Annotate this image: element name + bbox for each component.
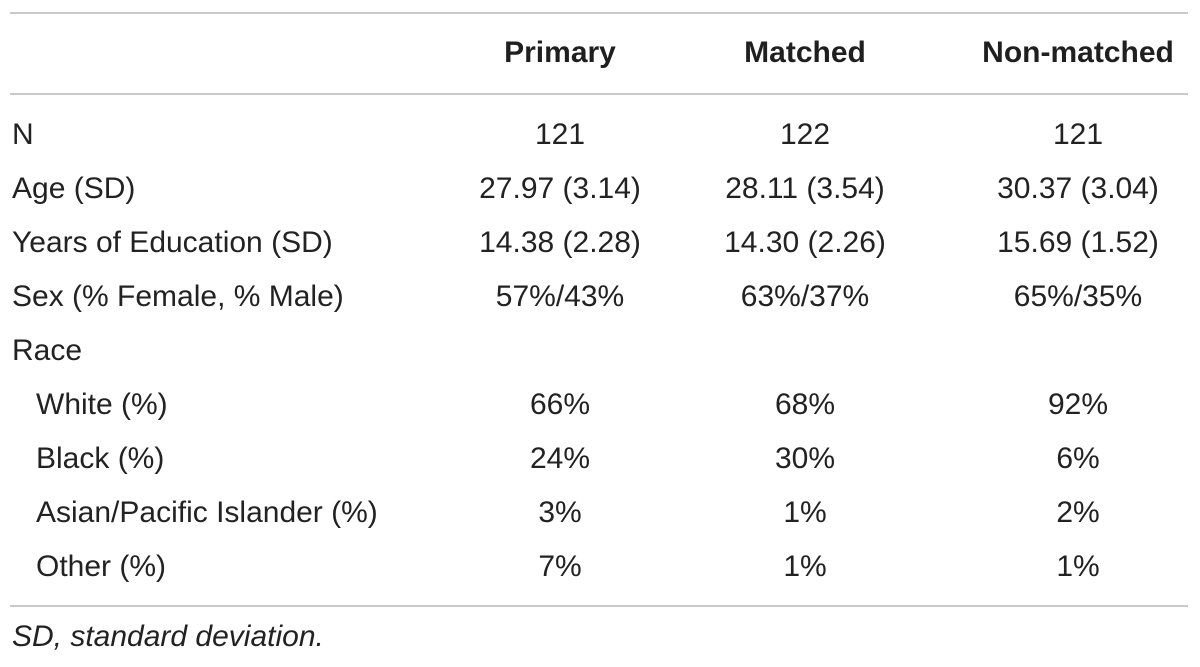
cell-non-matched: 30.37 (3.04): [997, 172, 1159, 205]
cell-primary: 57%/43%: [495, 280, 625, 313]
cell-non-matched: 2%: [1056, 496, 1100, 529]
header-matched: Matched: [744, 36, 866, 69]
table-body: N 121 122 121 Age (SD) 27.97 (3.14) 28.11 (3.5…: [0, 108, 1200, 594]
table-row: Other (%) 7% 1% 1%: [0, 540, 1200, 594]
cell-primary: 14.38 (2.28): [479, 226, 641, 259]
cell-matched: 1%: [783, 496, 827, 529]
row-label: Other (%): [36, 550, 167, 583]
header-primary: Primary: [504, 36, 616, 69]
cell-non-matched: 92%: [1047, 388, 1109, 421]
cell-non-matched: 15.69 (1.52): [997, 226, 1159, 259]
cell-matched: 1%: [783, 550, 827, 583]
table-row: Asian/Pacific Islander (%) 3% 1% 2%: [0, 486, 1200, 540]
cell-matched: 68%: [774, 388, 836, 421]
cell-primary: 24%: [529, 442, 591, 475]
cell-primary: 27.97 (3.14): [479, 172, 641, 205]
header-non-matched: Non-matched: [982, 36, 1174, 69]
cell-primary: 66%: [529, 388, 591, 421]
cell-matched: 28.11 (3.54): [725, 172, 885, 205]
row-label: White (%): [36, 388, 168, 421]
table-row: White (%) 66% 68% 92%: [0, 378, 1200, 432]
row-label: Years of Education (SD): [12, 226, 333, 259]
table-row: Race: [0, 324, 1200, 378]
table-row: N 121 122 121: [0, 108, 1200, 162]
table-bottom-rule: [10, 605, 1188, 607]
table-row: Sex (% Female, % Male) 57%/43% 63%/37% 65%/…: [0, 270, 1200, 324]
cell-primary: 3%: [538, 496, 582, 529]
table-header-row: Primary Matched Non-matched: [0, 14, 1200, 92]
cell-primary: 121: [534, 118, 586, 151]
row-label: Asian/Pacific Islander (%): [36, 496, 378, 529]
cell-matched: 14.30 (2.26): [724, 226, 886, 259]
row-label: Black (%): [36, 442, 165, 475]
cell-matched: 63%/37%: [740, 280, 870, 313]
table-row: Age (SD) 27.97 (3.14) 28.11 (3.54) 30.37 (3…: [0, 162, 1200, 216]
cell-non-matched: 121: [1052, 118, 1104, 151]
table-row: Black (%) 24% 30% 6%: [0, 432, 1200, 486]
cell-non-matched: 1%: [1056, 550, 1100, 583]
table-row: Years of Education (SD) 14.38 (2.28) 14.30…: [0, 216, 1200, 270]
row-label: Race: [12, 334, 83, 367]
table-top-rule: [10, 12, 1188, 14]
table-header-rule: [10, 93, 1188, 95]
cell-primary: 7%: [538, 550, 582, 583]
cell-matched: [705, 324, 905, 378]
cell-matched: 122: [779, 118, 831, 151]
row-label: Age (SD): [12, 172, 136, 205]
cell-non-matched: 6%: [1056, 442, 1100, 475]
cell-non-matched: [960, 324, 1196, 378]
cell-non-matched: 65%/35%: [1013, 280, 1143, 313]
row-label: N: [12, 118, 34, 151]
cell-matched: 30%: [774, 442, 836, 475]
table-footnote: SD, standard deviation.: [12, 620, 324, 653]
row-label: Sex (% Female, % Male): [12, 280, 344, 313]
cell-primary: [460, 324, 660, 378]
